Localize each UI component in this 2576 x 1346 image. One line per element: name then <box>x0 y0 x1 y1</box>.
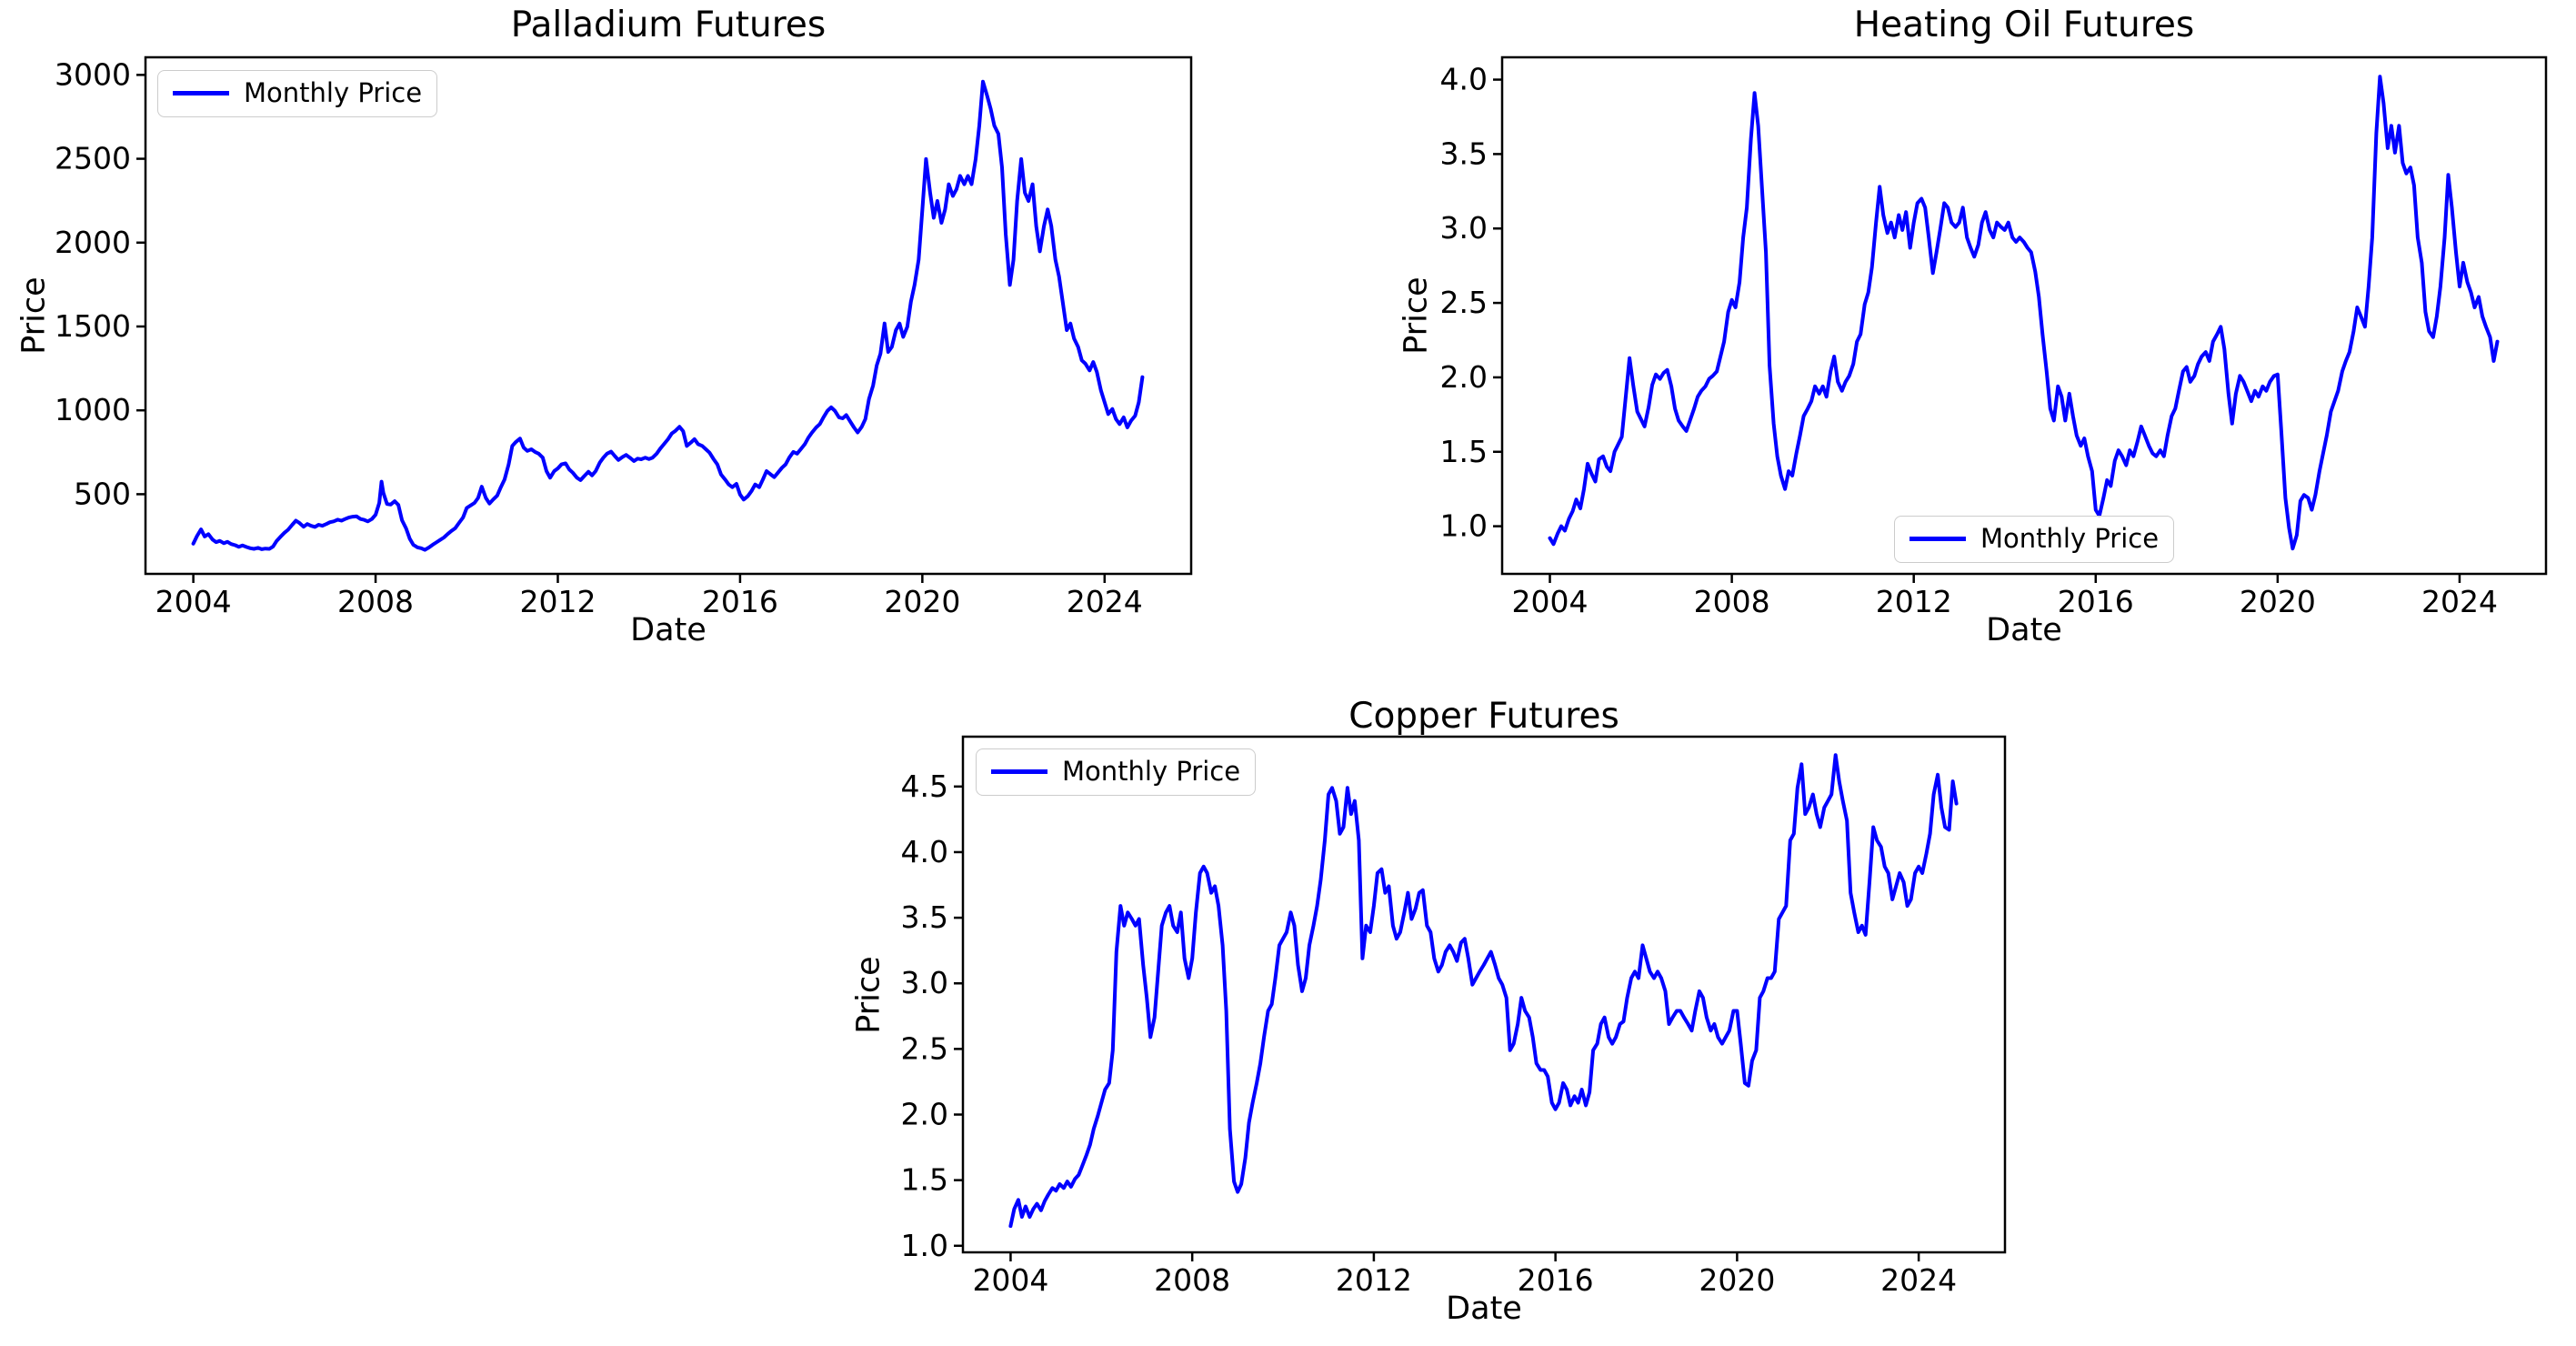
y-tick-label: 3.0 <box>901 965 948 1000</box>
x-tick-label: 2012 <box>1336 1262 1412 1298</box>
x-tick-label: 2008 <box>1154 1262 1230 1298</box>
x-tick-label: 2012 <box>519 584 596 619</box>
x-tick-label: 2024 <box>1880 1262 1957 1298</box>
chart-title: Heating Oil Futures <box>1853 5 2195 45</box>
x-tick-label: 2008 <box>1694 584 1770 619</box>
x-tick-label: 2016 <box>702 584 778 619</box>
plot-area: 2004 2008 2012 2016 2020 2024 500 1000 1500 2000 2… <box>55 55 1193 619</box>
legend-label: Monthly Price <box>1062 756 1241 787</box>
y-tick-label: 3.5 <box>901 899 948 935</box>
y-tick-label: 500 <box>74 476 131 511</box>
y-tick-label: 1.5 <box>1440 434 1488 469</box>
x-axis-label: Date <box>630 612 707 648</box>
heating-oil-futures-chart: Heating Oil Futures Price Date Monthly P… <box>1288 0 2576 673</box>
x-axis-label: Date <box>1986 612 2062 648</box>
y-tick-label: 3.5 <box>1440 136 1488 171</box>
x-tick-label: 2004 <box>155 584 232 619</box>
axes-frame <box>961 735 2007 1254</box>
monthly-price-line <box>1548 75 2500 551</box>
legend-line-sample-icon <box>1909 537 1966 542</box>
x-tick-label: 2024 <box>1067 584 1143 619</box>
legend-line-sample-icon <box>991 769 1047 775</box>
y-tick-label: 2.0 <box>1440 359 1488 395</box>
palladium-futures-chart: Palladium Futures Price Date Monthly Pri… <box>0 0 1288 673</box>
y-tick-label: 4.0 <box>901 834 948 869</box>
chart-title: Palladium Futures <box>510 5 827 45</box>
y-tick-label: 1000 <box>55 392 131 427</box>
y-tick-label: 4.5 <box>901 768 948 804</box>
legend-line-sample-icon <box>173 91 229 96</box>
x-tick-label: 2024 <box>2421 584 2498 619</box>
monthly-price-line <box>1008 753 1959 1229</box>
legend: Monthly Price <box>976 748 1257 796</box>
y-tick-label: 1500 <box>55 308 131 344</box>
axes-frame <box>1500 55 2548 576</box>
x-tick-label: 2008 <box>337 584 414 619</box>
y-tick-label: 3000 <box>55 56 131 92</box>
x-tick-label: 2020 <box>884 584 960 619</box>
plot-area: 2004 2008 2012 2016 2020 2024 1.0 1.5 2.0 2.5 3.0 3… <box>901 735 2007 1298</box>
plot-area: 2004 2008 2012 2016 2020 2024 1.0 1.5 2.0 2.5 3.0 3… <box>1440 55 2548 619</box>
chart-title: Copper Futures <box>1348 696 1619 737</box>
copper-futures-chart: Copper Futures Price Date Monthly Price … <box>0 673 2576 1346</box>
y-tick-label: 1.5 <box>901 1162 948 1198</box>
x-tick-label: 2020 <box>2240 584 2316 619</box>
y-tick-label: 1.0 <box>901 1228 948 1263</box>
legend: Monthly Price <box>157 70 438 117</box>
y-tick-label: 2.5 <box>1440 285 1488 320</box>
y-tick-label: 2000 <box>55 225 131 260</box>
y-tick-label: 2.0 <box>901 1097 948 1132</box>
x-tick-label: 2020 <box>1699 1262 1775 1298</box>
y-tick-label: 2500 <box>55 141 131 176</box>
legend-label: Monthly Price <box>244 77 423 108</box>
y-tick-label: 3.0 <box>1440 210 1488 246</box>
x-axis-label: Date <box>1446 1291 1522 1327</box>
x-tick-label: 2004 <box>1512 584 1589 619</box>
x-tick-label: 2004 <box>972 1262 1048 1298</box>
axes-frame <box>144 55 1193 576</box>
legend-label: Monthly Price <box>1980 523 2160 554</box>
y-tick-label: 2.5 <box>901 1030 948 1066</box>
y-tick-label: 4.0 <box>1440 62 1488 97</box>
x-tick-label: 2012 <box>1876 584 1952 619</box>
x-tick-label: 2016 <box>1518 1262 1594 1298</box>
monthly-price-line <box>191 79 1145 552</box>
y-tick-label: 1.0 <box>1440 508 1488 544</box>
x-tick-label: 2016 <box>2058 584 2134 619</box>
legend: Monthly Price <box>1894 516 2175 563</box>
